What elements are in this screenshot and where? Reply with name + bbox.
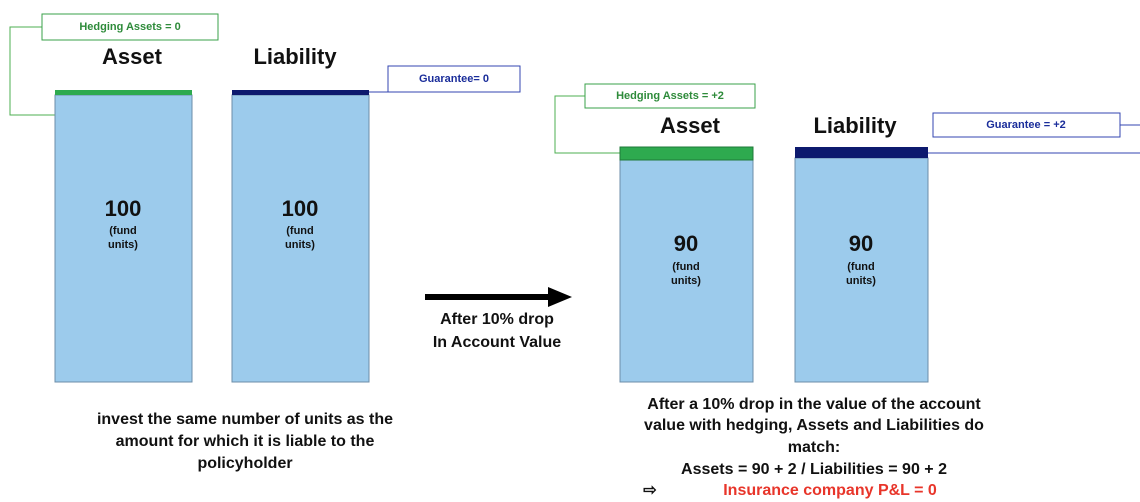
unit: (fund <box>109 225 136 237</box>
asset-bar <box>619 159 754 383</box>
guarantee-box <box>387 65 521 93</box>
asset-value: 100 <box>105 196 142 221</box>
caption: policyholder <box>197 455 292 472</box>
hedging-label: Hedging Assets = +2 <box>616 90 724 102</box>
unit: (fund <box>672 261 699 273</box>
arrow-label: In Account Value <box>433 334 561 351</box>
hedge-strip <box>619 146 754 161</box>
arrow-label: After 10% drop <box>440 311 554 328</box>
caption: amount for which it is liable to the <box>116 433 375 450</box>
hedging-label: Hedging Assets = 0 <box>79 21 180 33</box>
liability-value: 100 <box>282 196 319 221</box>
result-symbol: ⇨ <box>643 482 657 499</box>
asset-heading: Asset <box>102 44 163 69</box>
asset-heading: Asset <box>660 113 721 138</box>
caption: value with hedging, Assets and Liabiliti… <box>644 417 984 434</box>
connector <box>9 26 55 116</box>
liability-value: 90 <box>849 231 873 256</box>
hedging-box <box>41 13 219 41</box>
guarantee-label: Guarantee= 0 <box>419 73 489 85</box>
unit: units) <box>671 275 701 287</box>
hedge-strip <box>55 90 192 95</box>
guarantee-box <box>932 112 1121 138</box>
asset-value: 90 <box>674 231 698 256</box>
liability-bar <box>231 94 370 383</box>
arrow-head <box>548 287 572 307</box>
hedging-box <box>584 83 756 109</box>
guarantee-strip <box>232 90 369 95</box>
caption: invest the same number of units as the <box>97 411 393 428</box>
caption: Assets = 90 + 2 / Liabilities = 90 + 2 <box>681 461 947 478</box>
unit: units) <box>285 239 315 251</box>
unit: (fund <box>847 261 874 273</box>
liability-heading: Liability <box>813 113 897 138</box>
guarantee-label: Guarantee = +2 <box>986 119 1066 131</box>
result: Insurance company P&L = 0 <box>723 482 937 499</box>
caption: match: <box>788 439 840 456</box>
unit: units) <box>846 275 876 287</box>
unit: units) <box>108 239 138 251</box>
connector <box>554 95 620 154</box>
guarantee-strip <box>795 147 928 158</box>
caption: After a 10% drop in the value of the acc… <box>647 396 981 413</box>
liability-heading: Liability <box>253 44 337 69</box>
unit: (fund <box>286 225 313 237</box>
liability-bar <box>794 157 929 383</box>
asset-bar <box>54 94 193 383</box>
